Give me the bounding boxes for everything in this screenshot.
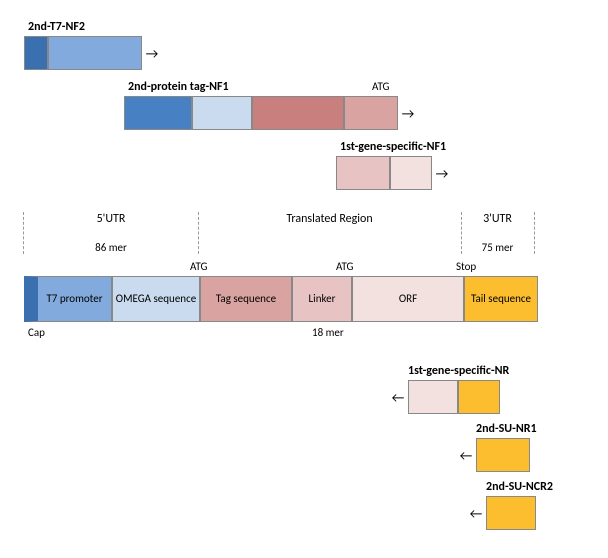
region-size: 86 mer	[95, 241, 127, 254]
arrow-left: ←	[388, 389, 408, 406]
arrow-right: →	[142, 45, 162, 62]
primer-block	[486, 496, 536, 530]
region-label: 3'UTR	[483, 212, 512, 226]
annotation-top: ATG	[190, 260, 208, 273]
construct-tail: Tail sequence	[464, 276, 538, 322]
annotation-top: Stop	[456, 260, 476, 273]
region-size: 75 mer	[482, 241, 514, 254]
annotation-bottom: 18 mer	[312, 326, 344, 339]
primer-block	[48, 36, 142, 70]
arrow-left: ←	[456, 447, 476, 464]
primer-block	[408, 380, 458, 414]
region-label: Translated Region	[286, 212, 372, 226]
construct-linker: Linker	[292, 276, 352, 322]
primer-block	[192, 96, 252, 130]
arrow-right: →	[432, 165, 452, 182]
arrow-left: ←	[466, 505, 486, 522]
primer-label-rev: 2nd-SU-NR1	[476, 422, 537, 436]
primer-block	[336, 156, 390, 190]
annotation-top: ATG	[336, 260, 354, 273]
primer-label-rev: 1st-gene-specific-NR	[408, 364, 509, 378]
primer-label-fwd: 2nd-T7-NF2	[28, 20, 85, 34]
primer-label-fwd: 2nd-protein tag-NF1	[128, 80, 229, 94]
primer-block	[344, 96, 398, 130]
region-label: 5'UTR	[97, 212, 126, 226]
arrow-right: →	[398, 105, 418, 122]
construct-omega: OMEGA sequence	[112, 276, 200, 322]
primer-label-rev: 2nd-SU-NCR2	[486, 480, 553, 494]
atg-label: ATG	[372, 80, 390, 93]
primer-block	[476, 438, 530, 472]
annotation-bottom: Cap	[28, 326, 45, 339]
primer-block	[124, 96, 192, 130]
primer-block	[390, 156, 432, 190]
construct-tag: Tag sequence	[200, 276, 292, 322]
construct-orf: ORF	[352, 276, 464, 322]
primer-block	[458, 380, 500, 414]
primer-label-fwd: 1st-gene-specific-NF1	[340, 140, 446, 154]
primer-block	[252, 96, 344, 130]
construct-t7: T7 promoter	[24, 276, 112, 322]
primer-block	[24, 36, 48, 70]
